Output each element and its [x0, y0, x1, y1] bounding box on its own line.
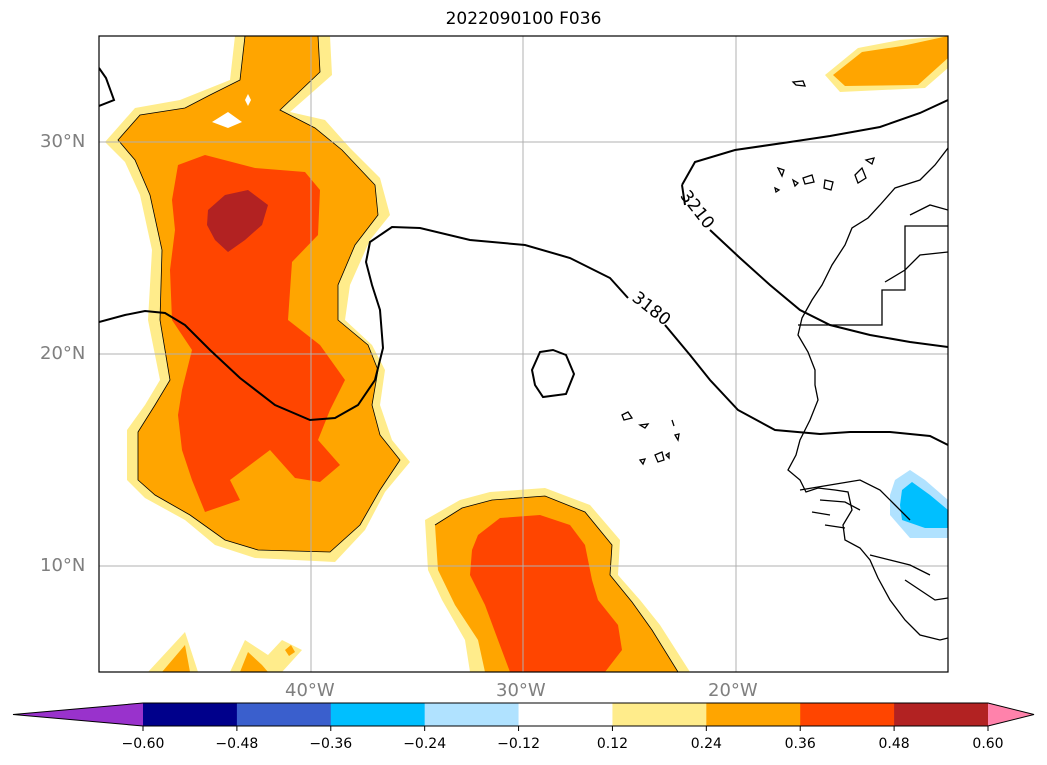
- height-contours: [99, 67, 948, 446]
- lon-label-40w: 40°W: [285, 680, 335, 701]
- colorbar-segment: [518, 703, 613, 726]
- lat-label-30n: 30°N: [40, 131, 86, 152]
- colorbar-tick-label: −0.36: [309, 736, 353, 752]
- africa-coast: [787, 147, 948, 641]
- canary-islands: [774, 157, 875, 194]
- colorbar-tick-label: −0.60: [121, 736, 165, 752]
- colorbar: [12, 702, 1035, 731]
- colorbar-tick-label: −0.12: [497, 736, 540, 752]
- graticule: [99, 36, 948, 672]
- border-morocco: [884, 251, 948, 283]
- border-senegal: [799, 479, 911, 521]
- lat-label-10n: 10°N: [40, 555, 86, 576]
- contour-3180: [99, 225, 948, 446]
- colorbar-extend-low: [13, 703, 143, 726]
- anomaly-region-bottom-left: [148, 632, 302, 672]
- colorbar-tick-label: 0.36: [784, 736, 816, 752]
- border-mauritania: [798, 225, 948, 326]
- colorbar-tick-label: 0.24: [690, 736, 722, 752]
- anomaly-region-northeast: [825, 36, 948, 92]
- colorbar-segment: [612, 703, 707, 726]
- colorbar-segment: [143, 703, 238, 726]
- colorbar-segment: [894, 703, 989, 726]
- colorbar-segment: [330, 703, 426, 726]
- colorbar-segment: [800, 703, 895, 726]
- madeira: [791, 80, 807, 87]
- lon-label-20w: 20°W: [708, 680, 758, 701]
- anomaly-region-south: [425, 488, 690, 672]
- contour-top-left: [99, 67, 116, 107]
- map-title: 2022090100 F036: [445, 9, 602, 29]
- colorbar-extend-high: [988, 703, 1034, 726]
- anomaly-region-blue: [890, 470, 948, 538]
- lat-label-20n: 20°N: [40, 343, 86, 364]
- map-frame: [98, 35, 949, 673]
- colorbar-segment: [424, 703, 520, 726]
- contour-closed-east: [530, 348, 576, 399]
- colorbar-tick-label: 0.60: [972, 736, 1004, 752]
- coastlines: [621, 80, 948, 641]
- colorbar-tick-label: 0.48: [878, 736, 910, 752]
- colorbar-segment: [706, 703, 801, 726]
- anomaly-region-west: [105, 36, 410, 562]
- colorbar-tick-label: 0.12: [596, 736, 629, 752]
- contour-3210: [681, 184, 948, 348]
- lon-label-30w: 30°W: [496, 680, 546, 701]
- cape-verde: [621, 411, 680, 466]
- colorbar-segment: [236, 703, 332, 726]
- colorbar-tick-label: −0.24: [403, 736, 447, 752]
- contour-3210-upper: [681, 99, 948, 186]
- colorbar-tick-label: −0.48: [215, 736, 259, 752]
